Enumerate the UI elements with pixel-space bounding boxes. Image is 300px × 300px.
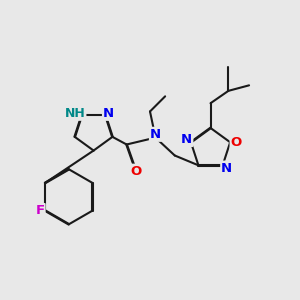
Text: N: N [150, 128, 161, 141]
Text: O: O [231, 136, 242, 149]
Text: F: F [35, 204, 45, 217]
Text: N: N [103, 107, 114, 120]
Text: O: O [130, 165, 142, 178]
Text: N: N [221, 162, 232, 175]
Text: NH: NH [65, 107, 85, 120]
Text: N: N [181, 133, 192, 146]
